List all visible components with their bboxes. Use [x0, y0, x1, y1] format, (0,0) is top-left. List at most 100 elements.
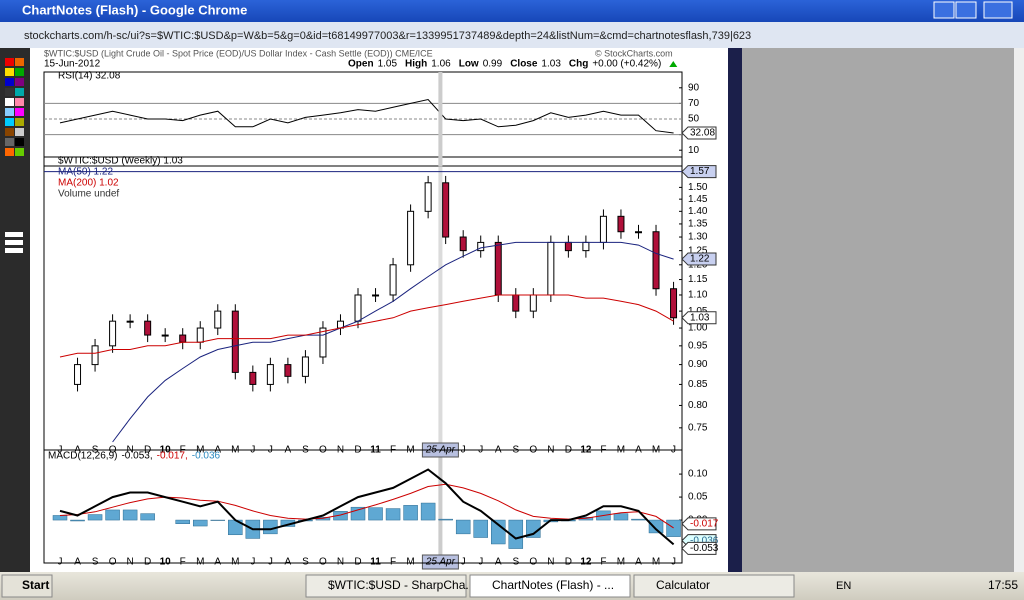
x-tick-label: N — [547, 557, 554, 568]
candle — [354, 294, 362, 322]
x-tick-label: S — [512, 557, 519, 568]
palette-swatch[interactable] — [5, 108, 14, 116]
value-tag — [681, 541, 717, 555]
palette-swatch[interactable] — [15, 58, 24, 66]
palette-swatch[interactable] — [15, 88, 24, 96]
x-tick-label: M — [652, 557, 660, 568]
task-label[interactable]: $WTIC:$USD - SharpCha... — [328, 578, 475, 592]
palette-swatch[interactable] — [5, 88, 14, 96]
y-tick-label: 0.75 — [688, 422, 708, 433]
ma-line — [59, 294, 674, 358]
url[interactable]: stockcharts.com/h-sc/ui?s=$WTIC:$USD&p=W… — [24, 30, 751, 42]
palette-swatch[interactable] — [15, 78, 24, 86]
palette-swatch[interactable] — [15, 148, 24, 156]
x-tick-label: O — [319, 557, 327, 568]
palette-tool[interactable] — [5, 232, 23, 237]
close-button[interactable] — [983, 1, 1013, 19]
clock: 17:55 — [988, 578, 1018, 592]
palette — [0, 48, 30, 572]
histogram-bar — [263, 519, 278, 535]
maximize-button[interactable] — [955, 1, 977, 19]
palette-swatch[interactable] — [5, 128, 14, 136]
task-button[interactable] — [633, 574, 795, 598]
chart-symbol: $WTIC:$USD (Light Crude Oil - Spot Price… — [44, 48, 433, 58]
palette-swatch[interactable] — [15, 68, 24, 76]
x-tick-label: A — [214, 557, 221, 568]
legend-entry: -0.053, — [121, 451, 152, 462]
x-tick-label: J — [268, 557, 273, 568]
histogram-bar — [122, 509, 138, 521]
x-tick-label: M — [617, 557, 625, 568]
task-label[interactable]: Calculator — [656, 578, 710, 592]
candle — [617, 215, 625, 233]
start-button[interactable] — [1, 574, 53, 598]
x-tick-label: J — [478, 557, 483, 568]
y-tick-label: 1.35 — [688, 219, 708, 230]
candle — [214, 310, 222, 329]
histogram-bar — [70, 519, 85, 522]
palette-swatch[interactable] — [5, 68, 14, 76]
task-button[interactable] — [305, 574, 467, 598]
legend-entry: -0.017, — [157, 451, 188, 462]
stat-value: 1.05 — [378, 59, 398, 70]
candle — [74, 364, 82, 385]
candle — [634, 231, 642, 234]
x-tick-label: J — [671, 557, 676, 568]
palette-tool[interactable] — [5, 240, 23, 245]
x-tick-label: 11 — [370, 557, 381, 568]
palette-swatch[interactable] — [15, 98, 24, 106]
legend-entry: -0.036 — [192, 451, 221, 462]
histogram-bar — [350, 506, 366, 521]
y-tick-label: 0.95 — [688, 340, 708, 351]
palette-swatch[interactable] — [5, 78, 14, 86]
cursor-label-box — [421, 554, 459, 570]
candle — [389, 264, 397, 296]
histogram-bar — [613, 513, 629, 521]
palette-swatch[interactable] — [15, 138, 24, 146]
x-tick-label: M — [406, 557, 414, 568]
palette-swatch[interactable] — [15, 118, 24, 126]
minimize-button[interactable] — [933, 1, 955, 19]
palette-swatch[interactable] — [5, 98, 14, 106]
histogram-bar — [491, 519, 506, 545]
cursor-band — [438, 157, 443, 450]
histogram-bar — [52, 515, 68, 521]
candle — [459, 236, 467, 252]
task-button[interactable] — [469, 574, 631, 598]
stat-arrow — [669, 61, 678, 67]
x-tick-label: S — [302, 557, 309, 568]
palette-tool[interactable] — [5, 248, 23, 253]
stat-label: Chg — [569, 59, 588, 70]
candle — [477, 241, 485, 252]
start-label[interactable]: Start — [22, 578, 49, 592]
chart-credit: © StockCharts.com — [595, 48, 673, 58]
legend-entry: MACD(12,26,9) — [48, 451, 117, 462]
value-tag — [681, 252, 717, 266]
palette-swatch[interactable] — [5, 58, 14, 66]
scrollbar[interactable] — [1014, 48, 1024, 572]
candle — [144, 320, 152, 336]
x-tick-label: N — [127, 557, 134, 568]
palette-swatch[interactable] — [15, 128, 24, 136]
candle — [91, 345, 99, 366]
chart-area — [30, 48, 728, 572]
palette-swatch[interactable] — [5, 138, 14, 146]
palette-swatch[interactable] — [5, 118, 14, 126]
palette-swatch[interactable] — [5, 148, 14, 156]
task-label[interactable]: ChartNotes (Flash) - ... — [492, 578, 614, 592]
candle — [424, 182, 432, 212]
histogram-bar — [455, 519, 471, 535]
stat-label: Low — [459, 59, 479, 70]
candle — [319, 327, 327, 358]
y-tick-label: 1.05 — [688, 306, 708, 317]
candle — [599, 215, 607, 243]
chart-date: 15-Jun-2012 — [44, 59, 101, 70]
panel-frame — [43, 449, 683, 564]
candle — [442, 182, 450, 238]
palette-swatch[interactable] — [15, 108, 24, 116]
x-tick-label: O — [529, 557, 537, 568]
y-tick-label: 1.45 — [688, 194, 708, 205]
value-tag-label: -0.053 — [690, 543, 719, 554]
x-tick-label: S — [92, 557, 99, 568]
x-tick-label: A — [74, 557, 81, 568]
